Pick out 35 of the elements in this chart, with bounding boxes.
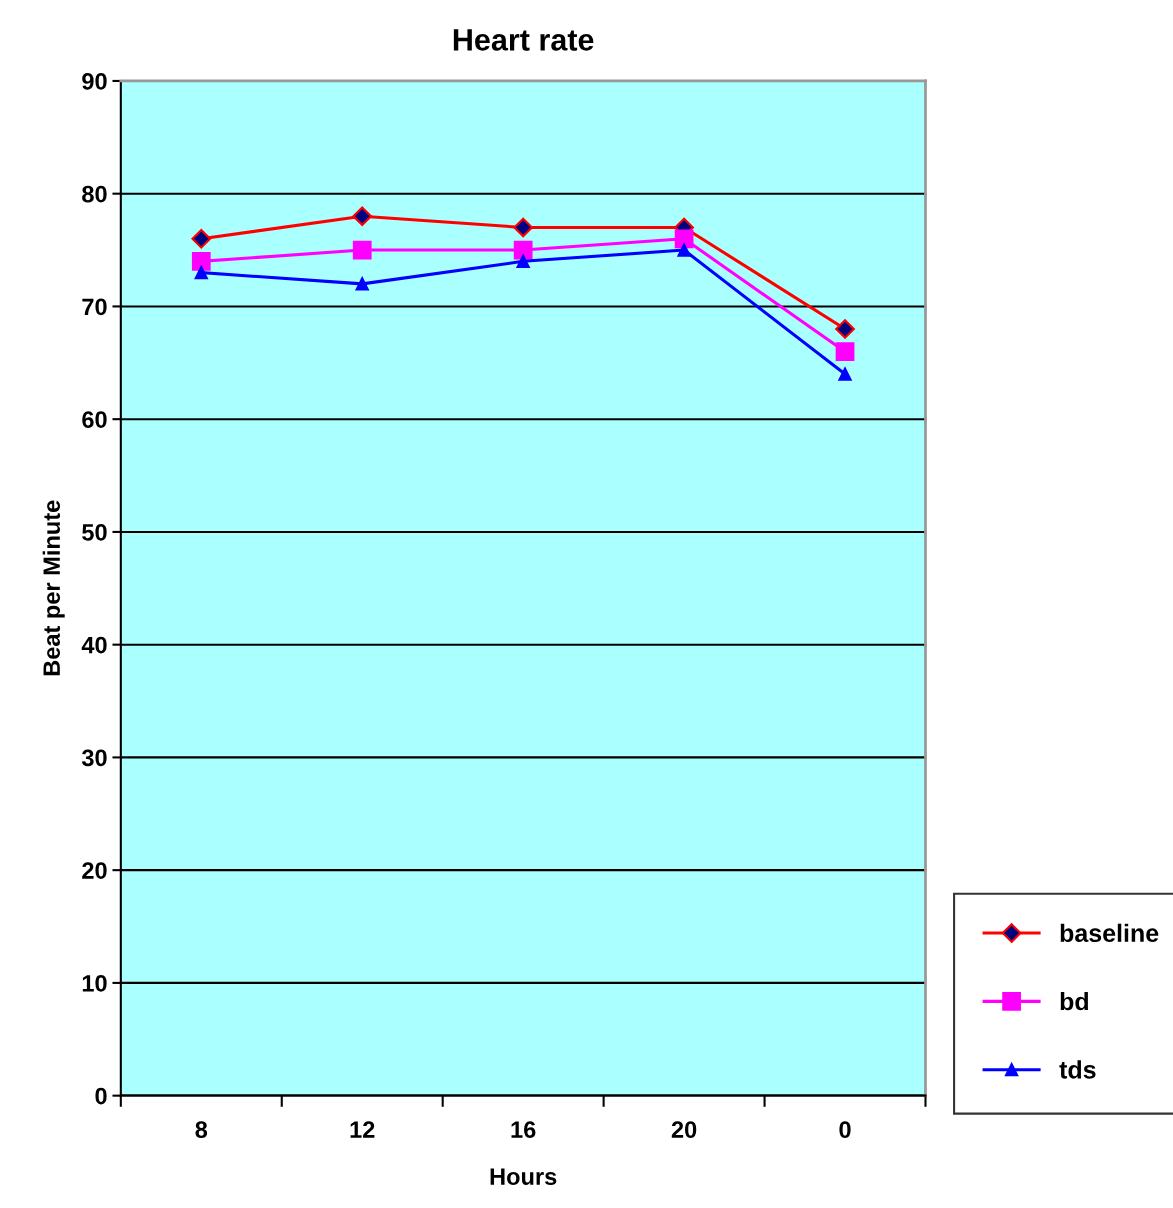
point xyxy=(677,243,691,257)
point xyxy=(355,277,369,291)
y-tick-label: 0 xyxy=(95,1087,107,1105)
point xyxy=(194,266,208,280)
x-tick-label: 8 xyxy=(195,1121,208,1138)
y-tick-label: 90 xyxy=(82,73,107,90)
point xyxy=(513,217,534,238)
point xyxy=(352,240,372,260)
x-tick-label: 0 xyxy=(839,1121,851,1138)
point xyxy=(513,240,533,260)
x-tick-label: 12 xyxy=(350,1121,375,1138)
y-tick-label: 60 xyxy=(82,411,107,428)
y-tick-label: 20 xyxy=(82,862,107,879)
point xyxy=(352,206,373,227)
legend-label: bd xyxy=(1060,991,1088,1011)
legend-label: baseline xyxy=(1060,923,1159,943)
x-tick-label: 20 xyxy=(671,1121,697,1138)
point xyxy=(835,342,855,361)
x-tick-label: 16 xyxy=(511,1121,536,1138)
chart-title: Heart rate xyxy=(453,29,594,51)
y-tick-label: 80 xyxy=(82,185,107,203)
legend-label: tds xyxy=(1059,1060,1096,1079)
y-tick-label: 10 xyxy=(82,974,107,992)
y-tick-label: 50 xyxy=(82,523,107,541)
point xyxy=(516,254,530,268)
x-axis-title: Hours xyxy=(490,1168,557,1186)
point xyxy=(191,251,211,271)
y-tick-label: 70 xyxy=(82,298,107,316)
y-tick-label: 30 xyxy=(81,749,107,767)
point xyxy=(838,367,852,381)
point xyxy=(835,319,855,339)
y-axis-title: Beat per Minute xyxy=(42,500,65,676)
point xyxy=(674,229,694,249)
point xyxy=(191,228,212,249)
y-tick-label: 40 xyxy=(81,636,107,654)
